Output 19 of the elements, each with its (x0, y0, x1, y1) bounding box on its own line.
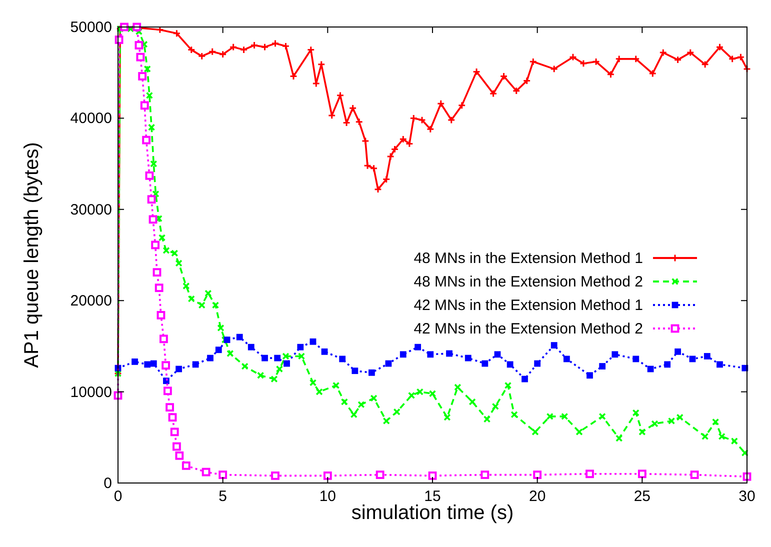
legend-label: 48 MNs in the Extension Method 2 (414, 274, 643, 290)
y-tick-label: 40000 (70, 110, 112, 128)
x-tick-label: 25 (634, 488, 651, 505)
x-tick-label: 0 (114, 488, 122, 505)
x-tick-label: 5 (218, 488, 228, 505)
y-tick-label: 30000 (70, 201, 112, 218)
x-tick-label: 10 (319, 488, 336, 505)
x-axis-title: simulation time (s) (351, 502, 514, 524)
legend-label: 42 MNs in the Extension Method 1 (414, 297, 643, 314)
legend-label: 42 MNs in the Extension Method 2 (414, 320, 643, 338)
y-tick-label: 10000 (70, 384, 112, 401)
x-tick-label: 20 (528, 488, 546, 505)
y-axis-title: AP1 queue length (bytes) (21, 142, 43, 368)
x-tick-label: 30 (738, 488, 756, 505)
y-tick-label: 50000 (70, 19, 112, 36)
legend-label: 48 MNs in the Extension Method 1 (414, 250, 643, 267)
y-tick-label: 20000 (70, 292, 112, 310)
x-tick-label: 15 (424, 488, 441, 505)
y-tick-label: 0 (104, 475, 112, 492)
